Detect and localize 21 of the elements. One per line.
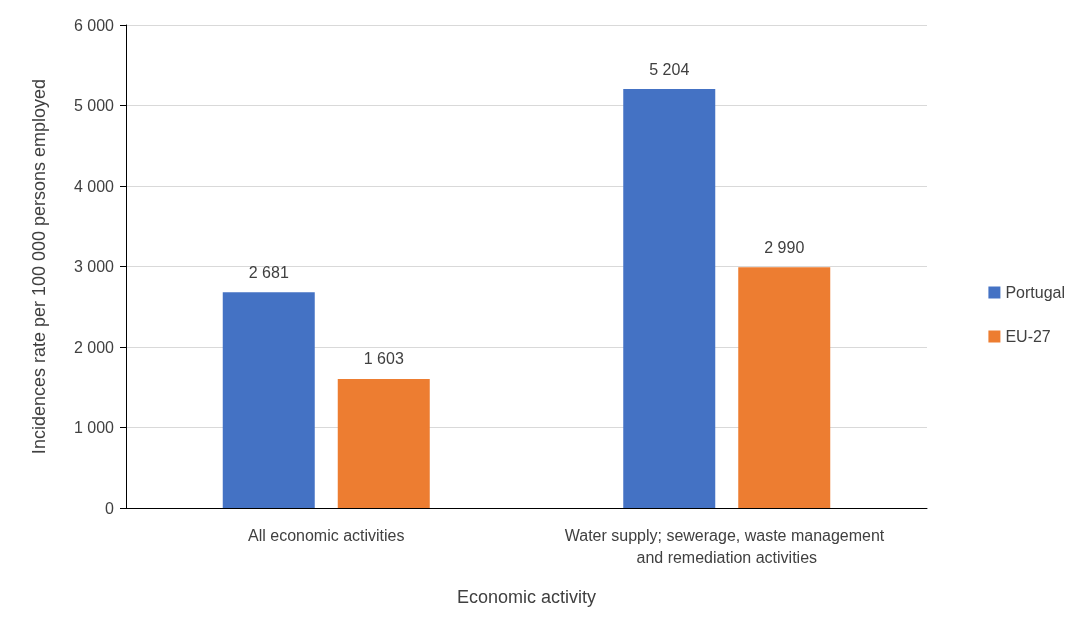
bar [738,267,831,508]
data-label: 2 990 [764,238,805,256]
data-label: 2 681 [248,263,289,281]
bar [623,89,716,508]
legend-label: Portugal [1005,284,1065,301]
x-tick-label: Water supply; sewerage, waste management and remediation activities [564,526,889,566]
y-tick-label: 3 000 [73,258,115,275]
data-label: 1 603 [363,350,404,368]
x-tick-label: All economic activities [248,526,405,544]
y-tick-label: 0 [105,499,115,517]
bar [222,292,315,508]
y-tick-label: 6 000 [73,16,115,34]
bar [337,378,430,508]
legend-label: EU-27 [1005,328,1051,345]
x-axis-title: Economic activity [456,587,597,607]
y-tick-label: 1 000 [73,419,115,436]
data-label: 5 204 [649,60,690,78]
y-tick-label: 2 000 [73,338,115,356]
y-tick-label: 5 000 [73,97,115,114]
y-axis-title: Incidences rate per 100 000 persons employed [29,78,49,455]
y-tick-label: 4 000 [73,177,115,195]
